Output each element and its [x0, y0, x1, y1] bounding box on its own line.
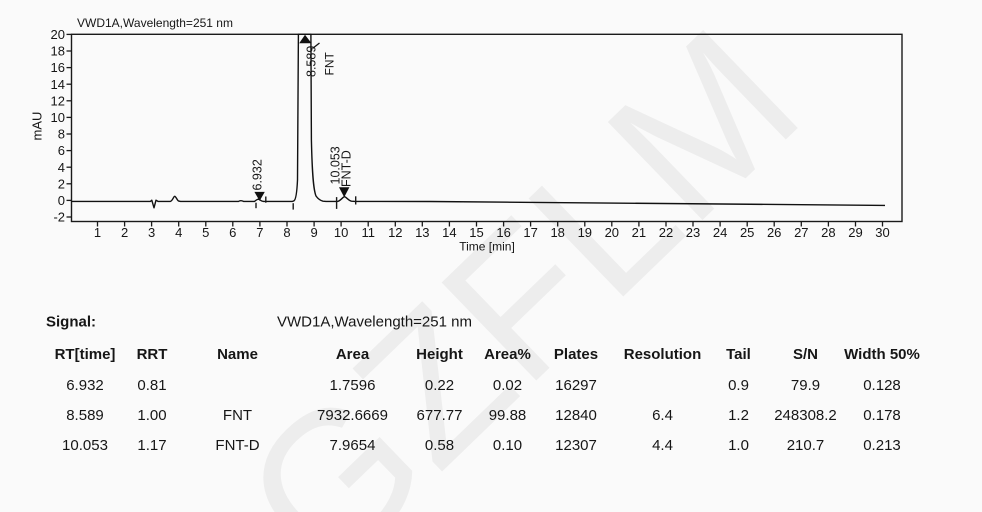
svg-text:27: 27	[794, 225, 808, 240]
svg-text:12: 12	[388, 225, 402, 240]
svg-text:12840: 12840	[555, 407, 597, 424]
svg-text:7: 7	[256, 225, 263, 240]
svg-text:0.02: 0.02	[493, 377, 522, 394]
svg-text:24: 24	[713, 225, 727, 240]
svg-text:7932.6669: 7932.6669	[317, 407, 388, 424]
svg-text:4.4: 4.4	[652, 437, 673, 454]
svg-text:0.10: 0.10	[493, 437, 522, 454]
svg-text:FNT: FNT	[223, 407, 252, 424]
svg-text:25: 25	[740, 225, 754, 240]
svg-text:RRT: RRT	[137, 346, 168, 363]
svg-text:12: 12	[51, 93, 65, 108]
svg-text:FNT: FNT	[323, 52, 337, 76]
svg-text:1.7596: 1.7596	[330, 377, 376, 394]
svg-text:0.128: 0.128	[863, 377, 901, 394]
svg-text:VWD1A,Wavelength=251 nm: VWD1A,Wavelength=251 nm	[77, 16, 233, 30]
svg-text:1.0: 1.0	[728, 437, 749, 454]
svg-text:16: 16	[496, 225, 510, 240]
svg-text:Tail: Tail	[726, 346, 751, 363]
svg-text:99.88: 99.88	[489, 407, 527, 424]
svg-text:19: 19	[578, 225, 592, 240]
svg-text:10: 10	[51, 110, 65, 125]
svg-text:0: 0	[58, 193, 65, 208]
svg-text:FNT-D: FNT-D	[215, 437, 259, 454]
svg-text:8.589: 8.589	[305, 46, 319, 77]
svg-text:8: 8	[58, 127, 65, 142]
svg-text:248308.2: 248308.2	[774, 407, 837, 424]
svg-text:14: 14	[442, 225, 456, 240]
svg-text:1.17: 1.17	[137, 437, 166, 454]
svg-text:10: 10	[334, 225, 348, 240]
svg-text:13: 13	[415, 225, 429, 240]
svg-text:Resolution: Resolution	[624, 346, 702, 363]
svg-text:29: 29	[848, 225, 862, 240]
svg-text:7.9654: 7.9654	[330, 437, 376, 454]
svg-text:30: 30	[875, 225, 889, 240]
svg-text:26: 26	[767, 225, 781, 240]
svg-text:28: 28	[821, 225, 835, 240]
svg-text:FNT-D: FNT-D	[340, 150, 354, 187]
svg-text:Plates: Plates	[554, 346, 598, 363]
svg-text:18: 18	[51, 44, 65, 59]
svg-text:mAU: mAU	[30, 112, 45, 141]
svg-text:RT[time]: RT[time]	[55, 346, 116, 363]
svg-text:1.00: 1.00	[137, 407, 166, 424]
svg-text:5: 5	[202, 225, 209, 240]
svg-text:-2: -2	[53, 210, 65, 225]
svg-text:S/N: S/N	[793, 346, 818, 363]
svg-text:0.213: 0.213	[863, 437, 901, 454]
svg-text:9: 9	[310, 225, 317, 240]
svg-text:21: 21	[632, 225, 646, 240]
svg-text:6.4: 6.4	[652, 407, 673, 424]
svg-text:4: 4	[175, 225, 182, 240]
svg-text:0.58: 0.58	[425, 437, 454, 454]
svg-text:6: 6	[58, 143, 65, 158]
svg-text:210.7: 210.7	[787, 437, 825, 454]
svg-text:3: 3	[148, 225, 155, 240]
svg-text:1: 1	[94, 225, 101, 240]
svg-text:10.053: 10.053	[329, 146, 343, 184]
svg-text:0.178: 0.178	[863, 407, 901, 424]
svg-text:VWD1A,Wavelength=251 nm: VWD1A,Wavelength=251 nm	[277, 314, 472, 331]
svg-text:18: 18	[550, 225, 564, 240]
svg-text:0.81: 0.81	[137, 377, 166, 394]
svg-text:22: 22	[659, 225, 673, 240]
svg-text:14: 14	[51, 77, 65, 92]
svg-text:15: 15	[469, 225, 483, 240]
svg-text:Area%: Area%	[484, 346, 531, 363]
svg-text:Width 50%: Width 50%	[844, 346, 920, 363]
svg-text:6.932: 6.932	[251, 159, 265, 190]
svg-text:0.9: 0.9	[728, 377, 749, 394]
svg-text:0.22: 0.22	[425, 377, 454, 394]
svg-text:Signal:: Signal:	[46, 314, 96, 331]
svg-text:Area: Area	[336, 346, 370, 363]
svg-text:16297: 16297	[555, 377, 597, 394]
svg-text:16: 16	[51, 60, 65, 75]
svg-text:79.9: 79.9	[791, 377, 820, 394]
svg-text:Name: Name	[217, 346, 258, 363]
svg-text:2: 2	[58, 176, 65, 191]
svg-text:677.77: 677.77	[417, 407, 463, 424]
svg-text:4: 4	[58, 160, 65, 175]
svg-text:17: 17	[523, 225, 537, 240]
svg-text:Height: Height	[416, 346, 463, 363]
svg-text:10.053: 10.053	[62, 437, 108, 454]
svg-text:Time [min]: Time [min]	[459, 239, 515, 253]
svg-text:23: 23	[686, 225, 700, 240]
svg-text:6.932: 6.932	[66, 377, 104, 394]
svg-text:20: 20	[605, 225, 619, 240]
svg-text:6: 6	[229, 225, 236, 240]
svg-text:8.589: 8.589	[66, 407, 104, 424]
svg-text:1.2: 1.2	[728, 407, 749, 424]
svg-text:11: 11	[361, 225, 375, 240]
svg-text:2: 2	[121, 225, 128, 240]
svg-text:20: 20	[51, 27, 65, 42]
svg-text:12307: 12307	[555, 437, 597, 454]
svg-text:8: 8	[283, 225, 290, 240]
